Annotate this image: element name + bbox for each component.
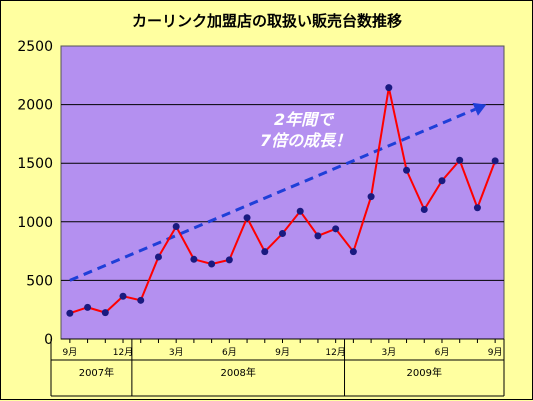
annotation-line1: 2年間で: [274, 110, 335, 129]
year-label: 2009年: [407, 366, 442, 379]
y-tick-label: 2000: [17, 98, 53, 114]
data-point: [84, 303, 92, 311]
grid-lines: [61, 104, 504, 281]
data-point: [403, 166, 411, 174]
data-point: [456, 156, 464, 164]
year-label: 2008年: [220, 366, 255, 379]
data-point: [296, 207, 304, 215]
x-tick-label: 9月: [488, 347, 503, 358]
data-point: [119, 292, 127, 300]
trend-arrow: [69, 102, 487, 282]
data-point: [172, 222, 180, 230]
data-point: [66, 309, 74, 317]
data-point: [473, 204, 481, 212]
x-tick-label: 6月: [435, 347, 450, 358]
data-point: [279, 230, 286, 238]
x-tick-label: 6月: [222, 347, 237, 358]
data-point: [225, 256, 233, 264]
data-point: [349, 248, 357, 256]
annotation: 2年間で 7倍の成長！: [260, 110, 351, 150]
y-tick-label: 2500: [17, 39, 53, 55]
trend-line: [69, 107, 476, 282]
data-point: [314, 232, 322, 240]
y-tick-label: 500: [26, 273, 53, 289]
x-tick-label: 12月: [113, 347, 133, 358]
data-point: [332, 225, 340, 233]
x-tick-label: 3月: [381, 347, 396, 358]
x-tick-label: 9月: [275, 347, 290, 358]
series-line: [66, 84, 499, 317]
data-point: [491, 157, 499, 165]
x-tick-label: 12月: [325, 347, 345, 358]
y-tick-label: 0: [44, 332, 53, 348]
data-point: [208, 260, 216, 268]
y-tick-label: 1000: [17, 215, 53, 231]
year-label: 2007年: [79, 366, 114, 379]
data-point: [261, 248, 269, 256]
data-point: [420, 205, 428, 213]
y-axis: 0 500 1000 1500 2000 2500: [17, 39, 53, 348]
y-tick-label: 1500: [17, 156, 53, 172]
data-point: [367, 193, 375, 201]
data-point: [137, 296, 145, 304]
x-tick-label: 9月: [62, 347, 77, 358]
trend-arrowhead: [472, 102, 487, 116]
x-tick-label: 3月: [169, 347, 184, 358]
plot-area: [60, 45, 505, 340]
data-point: [385, 84, 393, 92]
data-point: [190, 255, 198, 263]
data-point: [243, 214, 251, 222]
annotation-line2: 7倍の成長！: [260, 131, 351, 150]
data-point: [438, 177, 446, 185]
data-point: [101, 309, 109, 317]
chart-title: カーリンク加盟店の取扱い販売台数推移: [132, 12, 402, 30]
data-point: [154, 253, 162, 261]
